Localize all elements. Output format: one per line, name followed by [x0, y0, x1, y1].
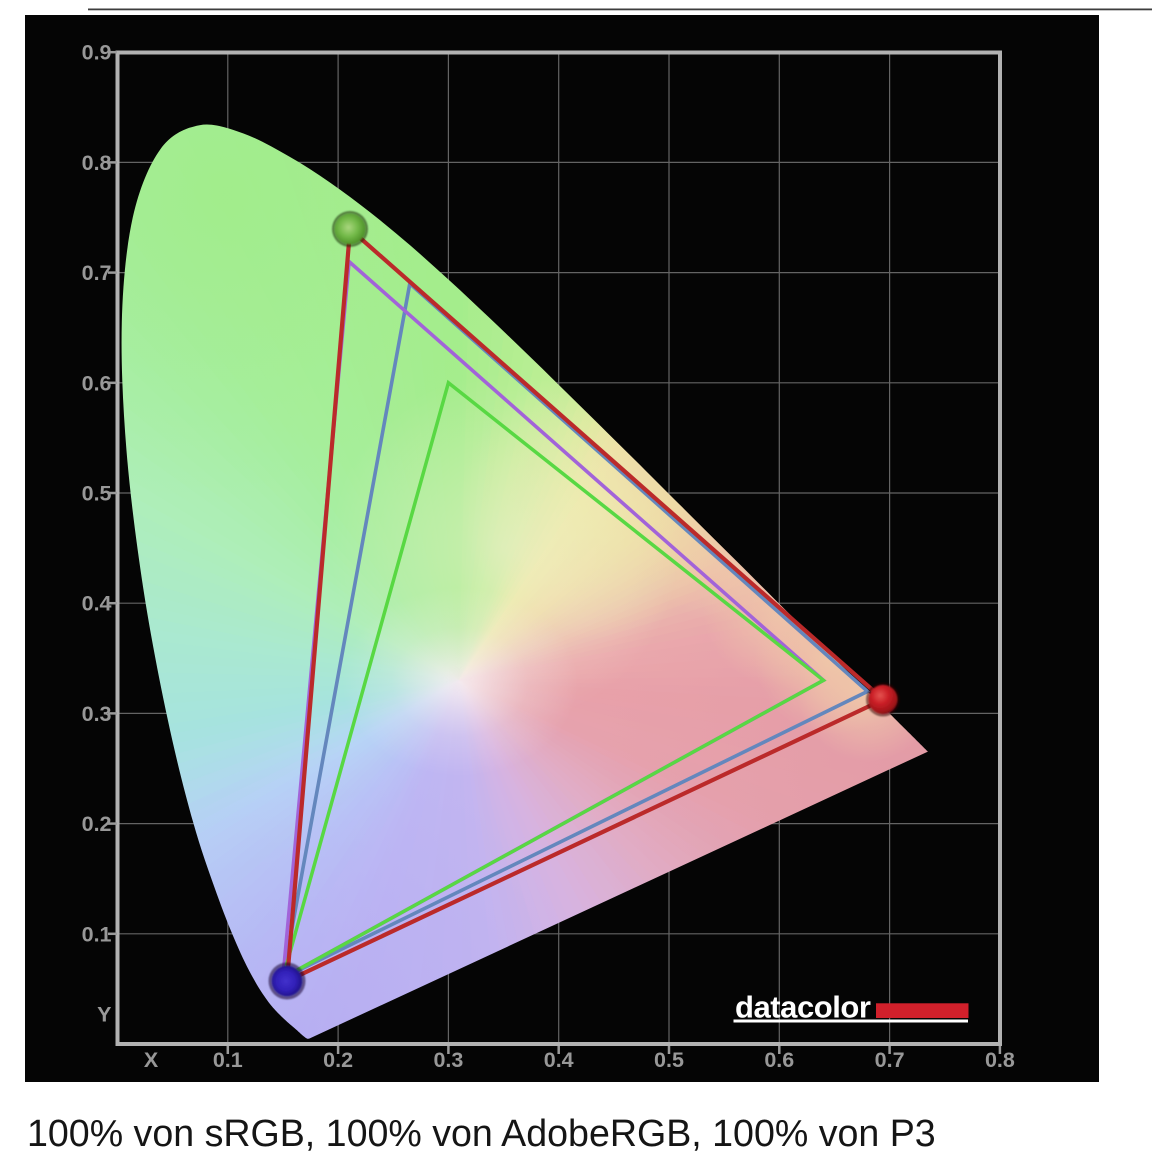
svg-text:0.5: 0.5 — [82, 482, 112, 506]
svg-text:0.8: 0.8 — [985, 1048, 1015, 1072]
svg-text:100% von sRGB, 100% von AdobeR: 100% von sRGB, 100% von AdobeRGB, 100% v… — [27, 1112, 936, 1154]
svg-text:0.3: 0.3 — [82, 702, 112, 726]
svg-text:X: X — [144, 1048, 159, 1072]
svg-text:0.7: 0.7 — [875, 1048, 905, 1072]
svg-text:0.1: 0.1 — [82, 922, 112, 946]
svg-text:0.9: 0.9 — [82, 41, 112, 65]
svg-text:0.6: 0.6 — [82, 371, 112, 395]
svg-text:0.1: 0.1 — [213, 1048, 243, 1072]
svg-text:0.3: 0.3 — [433, 1048, 463, 1072]
svg-text:0.4: 0.4 — [82, 592, 112, 616]
svg-text:0.8: 0.8 — [82, 151, 112, 175]
svg-text:0.7: 0.7 — [82, 261, 112, 285]
svg-text:0.2: 0.2 — [82, 812, 112, 836]
svg-text:0.6: 0.6 — [764, 1048, 794, 1072]
svg-text:0.5: 0.5 — [654, 1048, 684, 1072]
svg-text:datacolor: datacolor — [735, 990, 871, 1025]
svg-text:0.2: 0.2 — [323, 1048, 353, 1072]
svg-text:Y: Y — [97, 1003, 111, 1027]
svg-text:0.4: 0.4 — [544, 1048, 574, 1072]
